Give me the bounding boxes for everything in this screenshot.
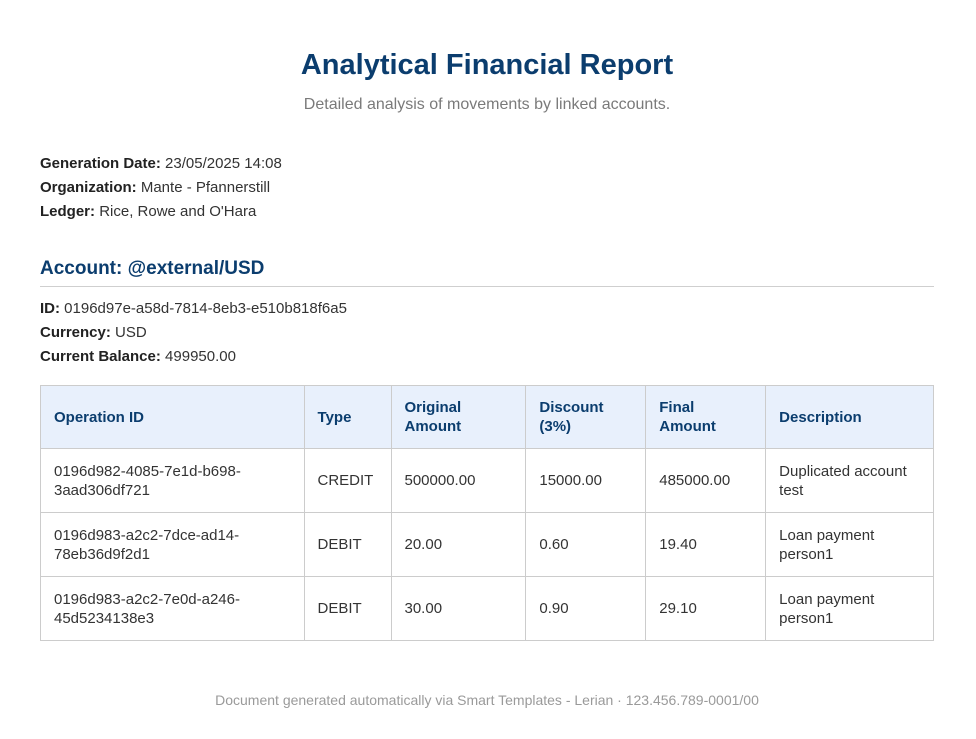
header-original-amount: Original Amount: [390, 385, 527, 449]
cell-final-amount: 19.40: [645, 512, 767, 577]
cell-discount: 15000.00: [525, 448, 647, 513]
header-operation-id: Operation ID: [40, 385, 305, 449]
cell-discount: 0.60: [525, 512, 647, 577]
generation-date-value: 23/05/2025 14:08: [165, 155, 282, 172]
generation-date-row: Generation Date: 23/05/2025 14:08: [40, 152, 282, 176]
cell-operation-id: 0196d982-4085-7e1d-b698-3aad306df721: [40, 448, 305, 513]
organization-value: Mante - Pfannerstill: [140, 179, 271, 196]
report-subtitle: Detailed analysis of movements by linked…: [303, 96, 671, 113]
cell-operation-id: 0196d983-a2c2-7dce-ad14-78eb36d9f2d1: [40, 512, 305, 577]
cell-description: Loan payment person1: [765, 512, 934, 577]
header-final-amount: Final Amount: [645, 385, 767, 449]
cell-original-amount: 20.00: [390, 512, 527, 577]
currency-label: Currency:: [40, 324, 111, 341]
cell-description: Duplicated account test: [765, 448, 934, 513]
report-footer: Document generated automatically via Sma…: [215, 692, 759, 708]
cell-type: DEBIT: [303, 512, 392, 577]
organization-label: Organization:: [40, 179, 137, 196]
account-meta: ID: 0196d97e-a58d-7814-8eb3-e510b818f6a5…: [40, 297, 347, 369]
cell-type: DEBIT: [303, 576, 392, 641]
cell-type: CREDIT: [303, 448, 392, 513]
currency-value: USD: [115, 324, 147, 341]
cell-operation-id: 0196d983-a2c2-7e0d-a246-45d5234138e3: [40, 576, 305, 641]
cell-final-amount: 29.10: [645, 576, 767, 641]
cell-original-amount: 30.00: [390, 576, 527, 641]
ledger-label: Ledger:: [40, 203, 96, 220]
generation-date-label: Generation Date:: [40, 155, 161, 172]
header-type: Type: [303, 385, 392, 449]
account-id-value: 0196d97e-a58d-7814-8eb3-e510b818f6a5: [64, 300, 347, 317]
table-row: 0196d983-a2c2-7dce-ad14-78eb36d9f2d1 DEB…: [40, 512, 934, 577]
header-description: Description: [765, 385, 934, 449]
table-row: 0196d983-a2c2-7e0d-a246-45d5234138e3 DEB…: [40, 576, 934, 641]
report-meta: Generation Date: 23/05/2025 14:08 Organi…: [40, 152, 282, 224]
ledger-row: Ledger: Rice, Rowe and O'Hara: [40, 200, 282, 224]
balance-label: Current Balance:: [40, 348, 161, 365]
ledger-value: Rice, Rowe and O'Hara: [99, 203, 257, 220]
header-discount: Discount (3%): [525, 385, 647, 449]
account-id-label: ID:: [40, 300, 60, 317]
cell-final-amount: 485000.00: [645, 448, 767, 513]
table-header-row: Operation ID Type Original Amount Discou…: [40, 385, 934, 449]
operations-table: Operation ID Type Original Amount Discou…: [40, 385, 934, 641]
balance-row: Current Balance: 499950.00: [40, 345, 347, 369]
cell-description: Loan payment person1: [765, 576, 934, 641]
account-id-row: ID: 0196d97e-a58d-7814-8eb3-e510b818f6a5: [40, 297, 347, 321]
account-heading: Account: @external/USD: [40, 256, 934, 287]
currency-row: Currency: USD: [40, 321, 347, 345]
cell-original-amount: 500000.00: [390, 448, 527, 513]
balance-value: 499950.00: [165, 348, 236, 365]
cell-discount: 0.90: [525, 576, 647, 641]
organization-row: Organization: Mante - Pfannerstill: [40, 176, 282, 200]
report-title: Analytical Financial Report: [300, 49, 674, 81]
table-row: 0196d982-4085-7e1d-b698-3aad306df721 CRE…: [40, 448, 934, 513]
